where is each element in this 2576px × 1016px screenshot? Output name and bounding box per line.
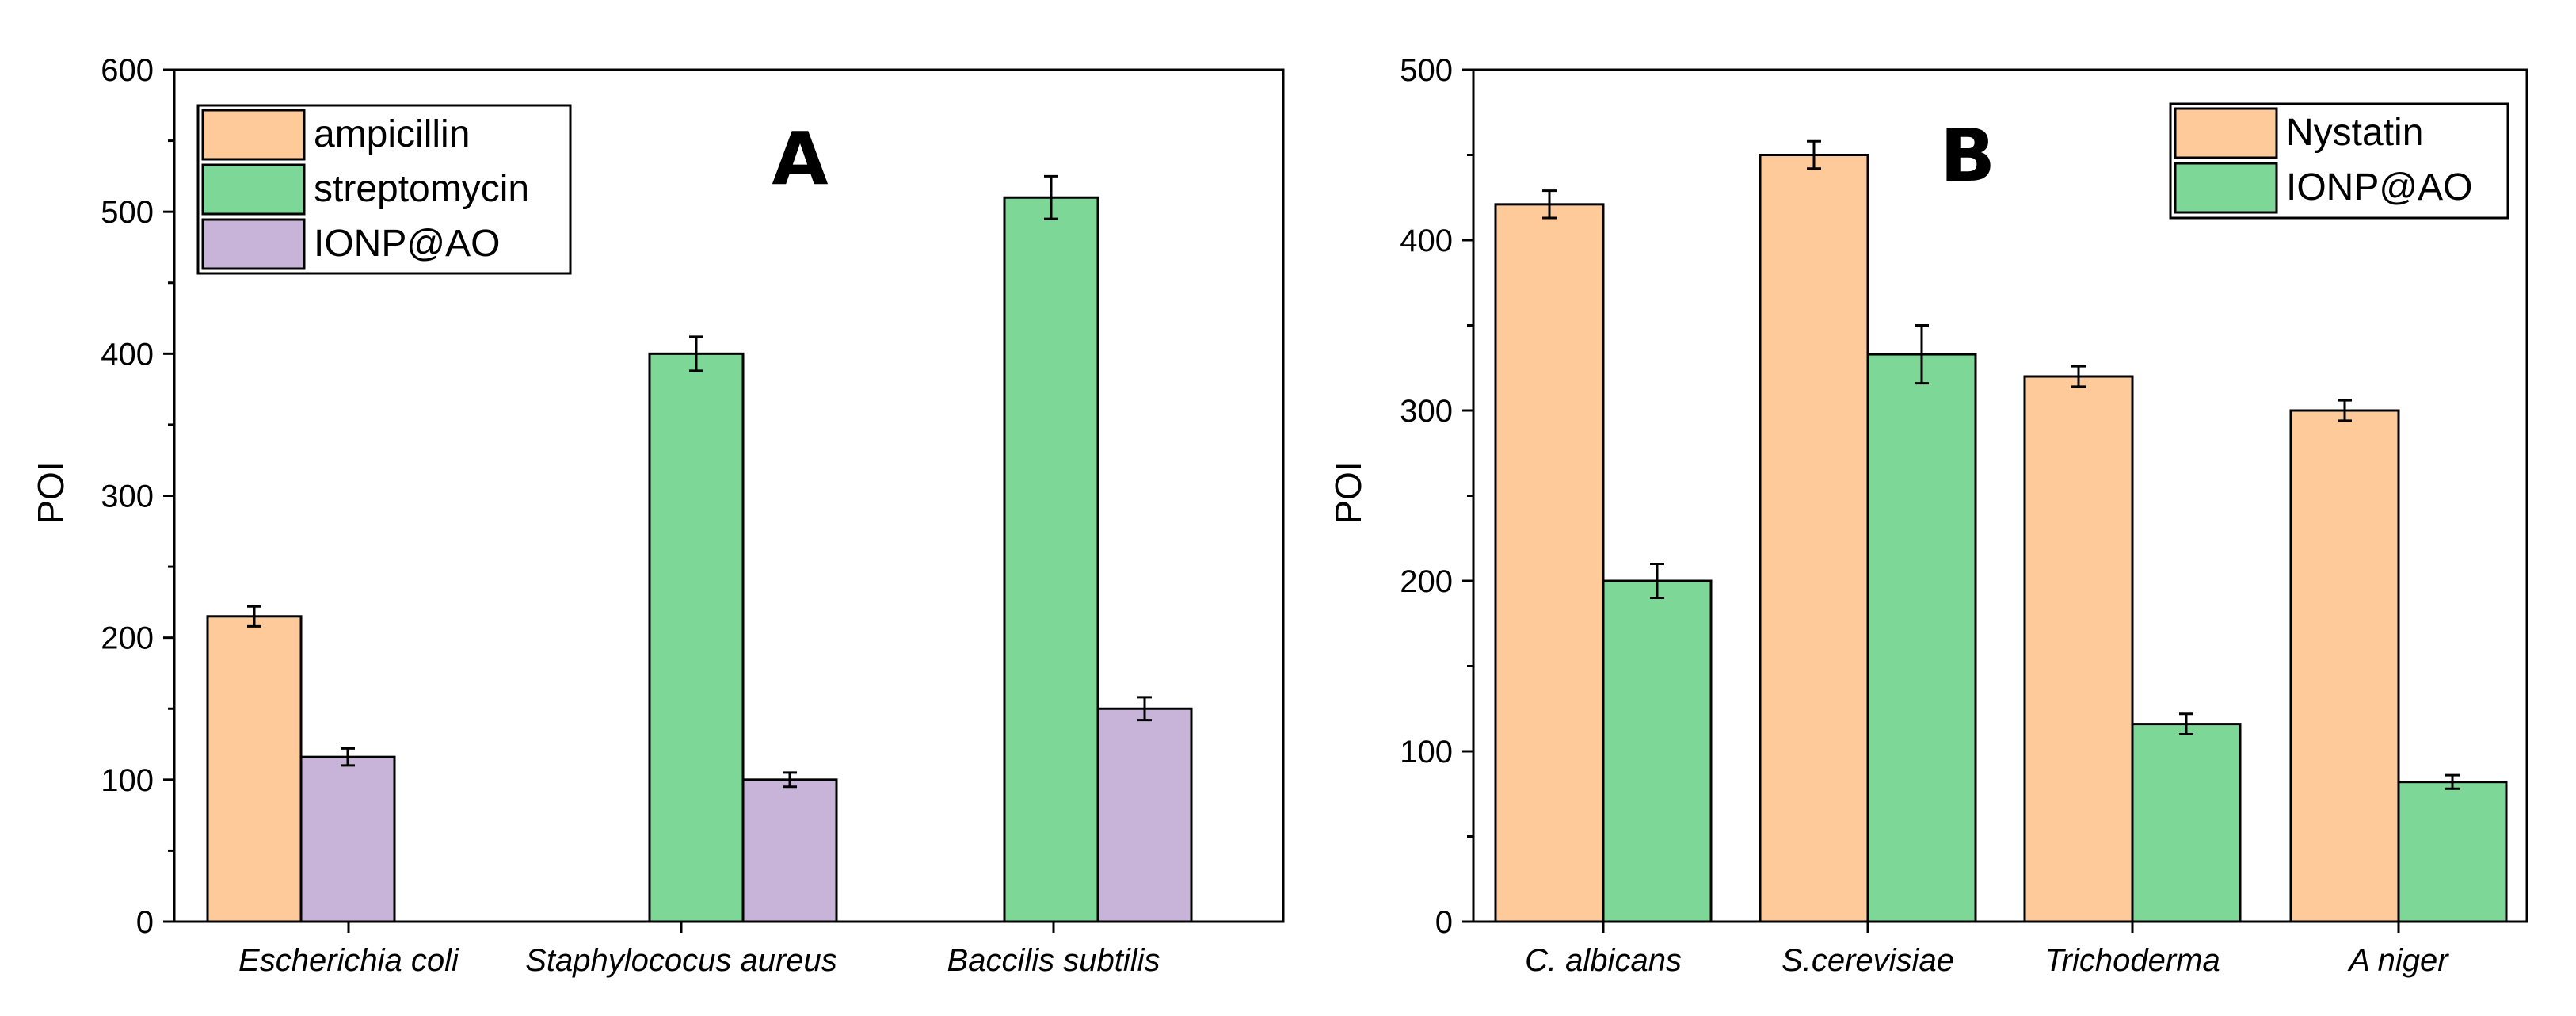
panel-a-y-ticks: 0 100 200 300 400 500 600 xyxy=(101,53,174,940)
category-label-a-niger: A niger xyxy=(2347,943,2449,978)
category-label-trichoderma: Trichoderma xyxy=(2044,943,2220,978)
panel-a-letter: A xyxy=(772,116,828,201)
panel-b-y-ticks: 0 100 200 300 400 500 xyxy=(1400,53,1473,940)
legend-swatch-ionp-ao xyxy=(201,218,306,270)
panel-b-y-tick-label: 0 xyxy=(1435,905,1453,940)
panel-a-legend: ampicillin streptomycin IONP@AO xyxy=(196,104,572,275)
error-bar-b-nystatin-trichoderma xyxy=(2071,365,2086,388)
bar-a-ionp-ao-staphylococus-aureus xyxy=(741,778,838,923)
panel-a-y-tick-label: 400 xyxy=(101,337,154,372)
legend-label-ampicillin: ampicillin xyxy=(314,113,470,155)
panel-a-y-tick-label: 500 xyxy=(101,195,154,230)
bar-b-nystatin-s-cerevisiae xyxy=(1759,154,1869,923)
error-bar-b-ionp-ao-a-niger xyxy=(2445,773,2460,790)
bar-b-ionp-ao-a-niger xyxy=(2397,781,2508,923)
category-label-baccilis-subtilis: Baccilis subtilis xyxy=(947,943,1160,978)
category-label-s-cerevisiae: S.cerevisiae xyxy=(1781,943,1954,978)
error-bar-b-nystatin-c-albicans xyxy=(1542,189,1557,220)
bar-a-streptomycin-baccilis-subtilis xyxy=(1003,196,1099,923)
error-bar-a-ionp-ao-staphylococus-aureus xyxy=(783,771,797,789)
error-bar-a-ionp-ao-escherichia-coli xyxy=(341,747,355,767)
legend-label-nystatin: Nystatin xyxy=(2286,112,2423,154)
panel-b-y-axis-title: POI xyxy=(1328,461,1369,524)
category-label-staphylococus-aureus: Staphylococus aureus xyxy=(525,943,837,978)
chart-panel-b: 0 100 200 300 400 500 C. albicans S.cerevisiae… xyxy=(1328,53,2528,978)
bar-b-nystatin-a-niger xyxy=(2289,409,2400,923)
panel-b-y-tick-label: 200 xyxy=(1400,564,1453,599)
panel-b-y-tick-label: 500 xyxy=(1400,53,1453,88)
legend-swatch-nystatin xyxy=(2174,107,2278,159)
panel-a-y-axis-title: POI xyxy=(30,461,71,524)
bar-b-ionp-ao-c-albicans xyxy=(1602,579,1713,923)
chart-panel-a: 0 100 200 300 400 500 600 Escherichia coli Stap… xyxy=(30,53,1285,978)
error-bar-b-ionp-ao-trichoderma xyxy=(2179,712,2193,735)
error-bar-a-ampicillin-escherichia-coli xyxy=(247,605,261,628)
panel-b-letter: B xyxy=(1940,113,1995,198)
panel-b-error-bars xyxy=(1542,139,2460,790)
error-bar-b-nystatin-s-cerevisiae xyxy=(1807,139,1821,170)
bar-b-ionp-ao-s-cerevisiae xyxy=(1866,353,1977,923)
error-bar-b-ionp-ao-c-albicans xyxy=(1650,563,1664,599)
bar-a-ionp-ao-baccilis-subtilis xyxy=(1096,707,1193,923)
bar-a-ionp-ao-escherichia-coli xyxy=(299,755,396,923)
error-bar-b-nystatin-a-niger xyxy=(2338,399,2352,422)
panel-a-error-bars xyxy=(247,174,1152,789)
panel-b-legend: Nystatin IONP@AO xyxy=(2169,102,2509,220)
bar-a-ampicillin-escherichia-coli xyxy=(206,615,303,923)
legend-swatch-ionp-ao-b xyxy=(2174,162,2278,214)
panel-a-y-tick-label: 0 xyxy=(136,905,154,940)
panel-a-y-tick-label: 300 xyxy=(101,479,154,514)
error-bar-a-ionp-ao-baccilis-subtilis xyxy=(1137,696,1152,722)
panel-b-y-tick-label: 300 xyxy=(1400,394,1453,429)
category-label-c-albicans: C. albicans xyxy=(1525,943,1682,978)
error-bar-a-streptomycin-baccilis-subtilis xyxy=(1044,174,1058,220)
panel-a-y-tick-label: 100 xyxy=(101,763,154,798)
panel-a-category-labels: Escherichia coli Staphylococus aureus Bacc… xyxy=(238,922,1160,978)
legend-label-ionp-ao: IONP@AO xyxy=(314,223,500,265)
panel-a-y-tick-label: 600 xyxy=(101,53,154,88)
legend-swatch-streptomycin xyxy=(201,163,306,216)
bar-b-nystatin-trichoderma xyxy=(2023,375,2134,923)
error-bar-b-ionp-ao-s-cerevisiae xyxy=(1915,324,1929,385)
bar-b-nystatin-c-albicans xyxy=(1494,203,1605,923)
error-bar-a-streptomycin-staphylococus-aureus xyxy=(689,335,703,372)
panel-a-bars xyxy=(206,196,1193,923)
legend-label-ionp-ao-b: IONP@AO xyxy=(2286,166,2472,208)
bar-b-ionp-ao-trichoderma xyxy=(2131,723,2242,923)
panel-b-y-tick-label: 400 xyxy=(1400,223,1453,258)
panel-b-category-labels: C. albicans S.cerevisiae Trichoderma A nige… xyxy=(1525,922,2449,978)
bar-a-streptomycin-staphylococus-aureus xyxy=(648,352,745,923)
legend-swatch-ampicillin xyxy=(201,109,306,161)
panel-b-y-tick-label: 100 xyxy=(1400,735,1453,770)
panel-a-y-tick-label: 200 xyxy=(101,621,154,656)
category-label-escherichia-coli: Escherichia coli xyxy=(238,943,459,978)
legend-label-streptomycin: streptomycin xyxy=(314,168,529,210)
